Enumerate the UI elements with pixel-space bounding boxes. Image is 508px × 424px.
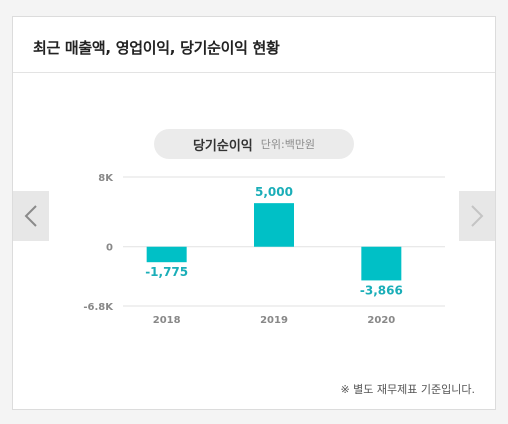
y-tick-label: 0 [106, 243, 113, 254]
chevron-right-icon [471, 205, 484, 227]
data-label: 5,000 [255, 185, 293, 199]
title-divider [13, 72, 495, 73]
financial-summary-card: 최근 매출액, 영업이익, 당기순이익 현황 당기순이익 단위:백만원 8K 0 -… [12, 16, 496, 410]
net-income-bar-chart: 8K 0 -6.8K -1,775 2018 5,000 2019 -3,866 2020 [83, 173, 445, 326]
prev-chart-button[interactable] [13, 191, 49, 241]
bar [361, 246, 402, 281]
x-tick-label: 2020 [367, 315, 395, 326]
y-tick-label: 8K [98, 173, 114, 184]
bar [254, 203, 294, 247]
card-title: 최근 매출액, 영업이익, 당기순이익 현황 [33, 39, 280, 57]
x-tick-label: 2019 [260, 315, 288, 326]
chevron-left-icon [24, 205, 37, 227]
chart-title: 당기순이익 [192, 138, 253, 154]
unit-label: 단위:백만원 [260, 138, 316, 151]
chart-title-pill: 당기순이익 단위:백만원 [154, 129, 354, 159]
x-tick-label: 2018 [153, 315, 181, 326]
y-tick-label: -6.8K [83, 302, 114, 313]
next-chart-button[interactable] [459, 191, 495, 241]
bar [146, 246, 187, 263]
data-label: -1,775 [145, 265, 188, 279]
data-label: -3,866 [360, 283, 403, 297]
footnote: ※ 별도 재무제표 기준입니다. [340, 383, 475, 396]
